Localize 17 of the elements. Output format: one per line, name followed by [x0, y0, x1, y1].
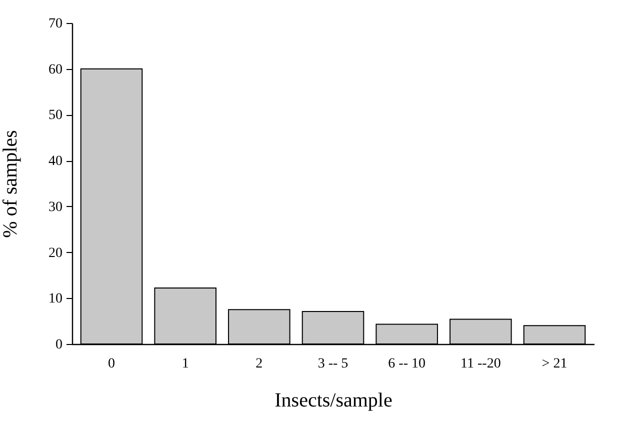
y-tick-label: 70 [48, 16, 62, 32]
y-tick-label: 50 [48, 108, 62, 124]
y-tick-label: 60 [48, 62, 62, 78]
y-tick-label: 20 [48, 246, 62, 261]
y-axis-title: % of samples [0, 130, 22, 238]
x-tick-label: 1 [182, 356, 189, 372]
x-axis-title: Insects/sample [274, 390, 392, 412]
x-tick-label: 3 -- 5 [318, 356, 348, 372]
y-tick-label: 10 [48, 292, 62, 307]
x-tick-label: 6 -- 10 [388, 356, 426, 372]
x-tick-label: 2 [256, 356, 263, 372]
y-tick-label: 40 [48, 154, 62, 170]
y-tick-label: 30 [48, 200, 62, 215]
x-tick-label: 0 [108, 356, 115, 372]
y-tick-label: 0 [56, 338, 62, 352]
x-tick-label: 11 --20 [460, 356, 501, 372]
x-tick-label: > 21 [542, 356, 568, 372]
